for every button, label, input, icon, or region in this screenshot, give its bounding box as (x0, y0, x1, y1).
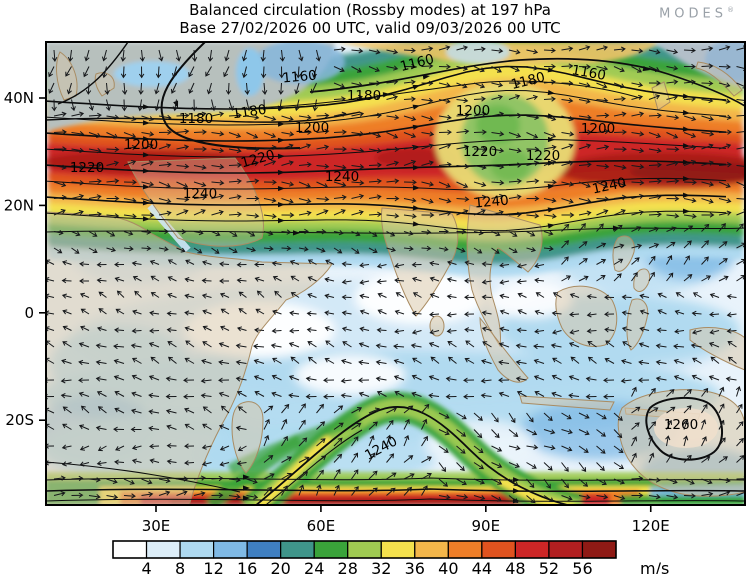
colorbar-segment (347, 540, 382, 559)
contour-label: 1180 (347, 88, 381, 104)
chart-title-block: Balanced circulation (Rossby modes) at 1… (0, 1, 740, 37)
colorbar-segment (112, 540, 148, 559)
contour-label: 1240 (183, 186, 217, 202)
colorbar-tick-label: 48 (505, 559, 525, 574)
registered-mark-icon: ® (727, 6, 734, 14)
contour-label: 1160 (282, 68, 318, 87)
colorbar-tick-label: 12 (203, 559, 223, 574)
colorbar-tick-label: 20 (270, 559, 290, 574)
y-tick-label: 0 (24, 304, 34, 322)
colorbar-segment (313, 540, 349, 559)
contour-label: 1200 (581, 121, 615, 137)
colorbar-segment (481, 540, 517, 559)
colorbar-segment (246, 540, 282, 559)
colorbar-tick-label: 44 (472, 559, 492, 574)
colorbar-tick-label: 40 (438, 559, 458, 574)
colorbar-segment (179, 540, 215, 559)
colorbar-segment (581, 540, 617, 559)
colorbar-tick-label: 32 (371, 559, 391, 574)
x-tick-label: 120E (632, 517, 670, 535)
colorbar-units-label: m/s (640, 559, 669, 574)
colorbar-segment (514, 540, 550, 559)
contour-label: 1160 (570, 62, 607, 84)
contour-label: 1200 (124, 137, 158, 153)
axes: 30E 60E 90E 120E 40N 20N 0 20S (4, 89, 670, 535)
colorbar-segment (447, 540, 483, 559)
contour-label: 1240 (325, 169, 359, 185)
colorbar-tick-label: 24 (304, 559, 324, 574)
contour-label: 1220 (70, 160, 104, 176)
x-tick-label: 60E (307, 517, 336, 535)
contour-label: 1180 (179, 111, 213, 127)
modes-logo: MODES® (659, 6, 734, 22)
contour-label: 1180 (231, 102, 267, 123)
contour-label: 1200 (295, 120, 329, 136)
colorbar-tick-label: 8 (175, 559, 185, 574)
colorbar-segment (280, 540, 315, 559)
contour-label: 1240 (591, 175, 628, 198)
chart-subtitle: Base 27/02/2026 00 UTC, valid 09/03/2026… (179, 19, 561, 37)
colorbar-tick-label: 36 (405, 559, 425, 574)
x-tick-label: 30E (142, 517, 171, 535)
colorbar-tick-label: 56 (572, 559, 592, 574)
colorbar-segment (145, 540, 181, 559)
y-tick-label: 40N (4, 89, 34, 107)
extratropical-shading (46, 42, 745, 132)
colorbar-segment (548, 540, 584, 559)
colorbar-tick-label: 4 (141, 559, 151, 574)
contour-label: 1220 (526, 148, 560, 164)
wind-arrows (46, 45, 745, 504)
contour-label: 1240 (474, 193, 510, 212)
contour-label: 1200 (456, 103, 490, 119)
colorbar: 4 8 12 16 20 24 28 32 36 40 44 48 52 56 m/s (112, 540, 669, 574)
colorbar-segment (380, 540, 416, 559)
x-tick-label: 90E (472, 517, 501, 535)
colorbar-segment (213, 540, 248, 559)
contour-label: 1260 (664, 417, 698, 433)
colorbar-segment (414, 540, 449, 559)
colorbar-tick-label: 52 (539, 559, 559, 574)
y-tick-label: 20S (5, 411, 34, 429)
chart-title: Balanced circulation (Rossby modes) at 1… (189, 1, 551, 19)
colorbar-tick-label: 28 (338, 559, 358, 574)
colorbar-tick-label: 16 (237, 559, 257, 574)
contour-label: 1220 (463, 144, 497, 160)
y-tick-label: 20N (4, 196, 34, 214)
